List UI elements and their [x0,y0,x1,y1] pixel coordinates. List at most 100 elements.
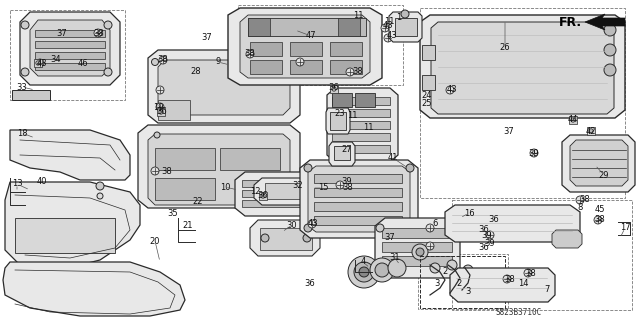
Polygon shape [138,125,300,208]
Circle shape [470,287,480,297]
Circle shape [304,164,312,172]
Polygon shape [20,12,120,85]
Polygon shape [327,88,398,162]
Circle shape [426,224,434,232]
Polygon shape [34,59,42,67]
Bar [248,18,366,36]
Circle shape [246,50,254,58]
Bar [220,148,280,170]
Text: 36: 36 [328,84,339,93]
Text: 36: 36 [258,191,268,201]
Circle shape [354,262,374,282]
Text: 2: 2 [442,266,447,276]
Circle shape [447,260,457,270]
Circle shape [348,256,380,288]
Bar [250,42,282,56]
Polygon shape [552,230,582,248]
Circle shape [336,181,344,189]
Text: 7: 7 [544,285,550,293]
Bar [334,146,350,160]
Bar [332,97,390,105]
Bar [330,112,346,130]
Polygon shape [235,172,315,216]
Circle shape [151,167,159,175]
Text: 38: 38 [504,275,515,284]
Text: 11: 11 [353,11,364,19]
Text: 39: 39 [529,149,540,158]
Text: 34: 34 [51,56,61,64]
Polygon shape [587,127,595,135]
Text: 16: 16 [464,209,474,218]
Circle shape [430,263,440,273]
Bar [332,93,352,107]
Text: 36: 36 [479,243,490,253]
Text: 9: 9 [216,57,221,66]
Text: 36: 36 [305,278,316,287]
Bar [330,60,362,74]
Circle shape [530,149,538,157]
Text: 37: 37 [504,127,515,136]
Text: 45: 45 [595,205,605,214]
Bar [382,242,452,252]
Circle shape [376,224,384,232]
Circle shape [576,196,584,204]
Circle shape [36,59,44,67]
Text: 21: 21 [183,220,193,229]
Bar [242,200,307,207]
Polygon shape [158,100,190,120]
Text: 36: 36 [488,214,499,224]
Polygon shape [570,140,628,186]
Polygon shape [300,160,418,238]
Circle shape [406,164,414,172]
Polygon shape [422,75,435,90]
Polygon shape [569,116,577,124]
Circle shape [156,103,164,111]
Bar [155,178,215,200]
Bar [242,190,307,197]
Circle shape [416,248,424,256]
Circle shape [571,118,575,122]
Text: 43: 43 [387,32,397,41]
Circle shape [308,220,316,228]
Text: 18: 18 [17,129,28,137]
Circle shape [604,44,616,56]
Bar [250,60,282,74]
Circle shape [381,24,389,32]
Text: 38: 38 [157,56,168,64]
Text: 19: 19 [153,102,163,112]
Circle shape [426,242,434,250]
Circle shape [304,224,312,232]
Bar [314,174,402,183]
Circle shape [375,263,389,277]
Circle shape [594,216,602,224]
Bar [242,180,307,187]
Text: 31: 31 [390,254,400,263]
Bar [35,52,105,59]
Bar [35,63,105,70]
Bar [395,18,417,36]
Circle shape [97,193,103,199]
Text: 40: 40 [36,177,47,187]
Circle shape [159,56,167,64]
Bar [332,121,390,129]
Circle shape [370,258,394,282]
Text: 4: 4 [360,257,365,266]
Polygon shape [450,268,555,302]
Polygon shape [431,22,614,114]
Text: 20: 20 [150,236,160,246]
Text: 17: 17 [620,224,630,233]
Circle shape [524,269,532,277]
Bar [332,145,390,153]
Polygon shape [30,20,110,76]
Text: 23: 23 [335,108,346,117]
Polygon shape [157,108,165,116]
Text: 43: 43 [447,85,458,94]
Text: 12: 12 [250,188,260,197]
Text: 38: 38 [595,216,605,225]
Polygon shape [420,15,625,118]
Text: 46: 46 [77,60,88,69]
Polygon shape [422,45,435,60]
Text: 27: 27 [342,145,352,154]
Bar [355,93,375,107]
Bar [35,30,105,37]
